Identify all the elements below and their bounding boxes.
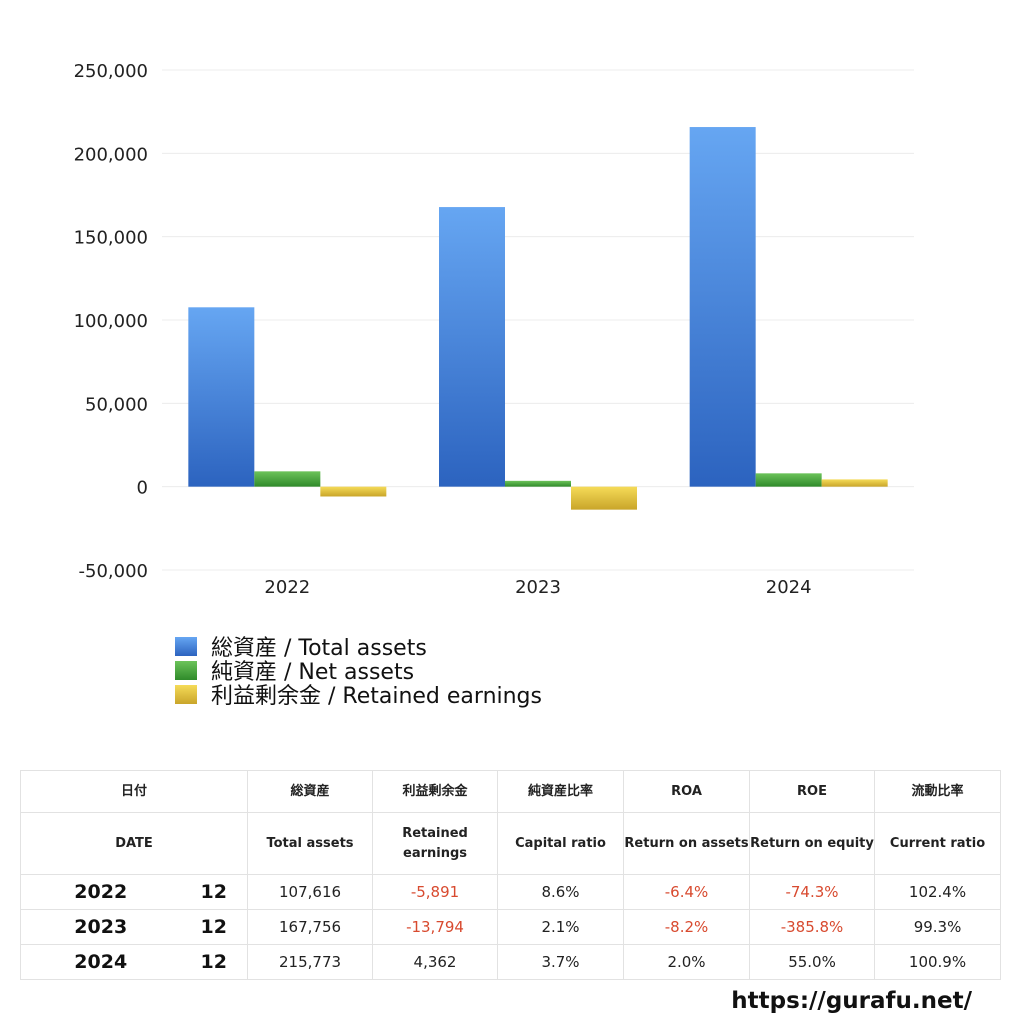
header-retained-earnings-ja: 利益剰余金: [372, 770, 499, 813]
bar-total-assets-2024: [689, 127, 756, 487]
legend: 総資産 / Total assets 純資産 / Net assets 利益剰余…: [175, 634, 542, 709]
y-tick-label: -50,000: [79, 561, 148, 582]
cell-month: 12: [180, 909, 249, 945]
legend-label: 総資産 / Total assets: [211, 636, 427, 661]
bar-retained-earnings-2024: [821, 479, 888, 487]
y-axis: 250,000 200,000 150,000 100,000 50,000 0 -50,0…: [74, 61, 148, 582]
cell-retained-earnings: -13,794: [372, 909, 499, 945]
legend-swatch-retained-earnings: [175, 684, 197, 704]
bar-total-assets-2023: [439, 207, 505, 487]
header-capital-ratio-ja: 純資産比率: [497, 770, 625, 813]
grid-lines: [162, 69, 914, 571]
cell-roa: 2.0%: [623, 944, 751, 980]
bar-chart: 250,000 200,000 150,000 100,000 50,000 0 -50,0…: [74, 61, 914, 598]
cell-roe: 55.0%: [749, 944, 876, 980]
table-header-row-ja: 日付 総資産 利益剰余金 純資産比率 ROA ROE 流動比率: [19, 770, 1002, 813]
cell-month: 12: [180, 874, 249, 910]
table-row: 2024 12 215,773 4,362 3.7% 2.0% 55.0% 10…: [20, 944, 1002, 980]
header-current-ratio-ja: 流動比率: [874, 770, 1002, 813]
financial-table: 日付 総資産 利益剰余金 純資産比率 ROA ROE 流動比率 DATE Tot…: [19, 770, 1002, 980]
table-row: 2022 12 107,616 -5,891 8.6% -6.4% -74.3%…: [20, 874, 1002, 910]
header-roe-en: Return on equity: [749, 812, 876, 875]
table-row: 2023 12 167,756 -13,794 2.1% -8.2% -385.…: [20, 909, 1002, 945]
cell-capital-ratio: 3.7%: [497, 944, 625, 980]
legend-swatch-net-assets: [175, 660, 197, 680]
cell-roa: -8.2%: [623, 909, 751, 945]
header-date-en: DATE: [19, 812, 249, 875]
cell-current-ratio: 100.9%: [874, 944, 1002, 980]
bar-net-assets-2023: [505, 480, 571, 487]
cell-month: 12: [180, 944, 249, 980]
header-roa-en: Return on assets: [623, 812, 751, 875]
header-retained-earnings-en: Retained earnings: [372, 812, 499, 875]
cell-roe: -74.3%: [749, 874, 876, 910]
bar-retained-earnings-2023: [571, 486, 637, 510]
header-total-assets-en: Total assets: [247, 812, 374, 875]
legend-swatch-total-assets: [175, 636, 197, 656]
y-tick-label: 0: [137, 478, 148, 499]
y-tick-label: 100,000: [74, 311, 148, 332]
cell-year: 2023: [20, 909, 181, 945]
x-tick-label: 2022: [264, 577, 310, 598]
cell-capital-ratio: 2.1%: [497, 909, 625, 945]
cell-year: 2022: [20, 874, 181, 910]
bar-retained-earnings-2022: [320, 486, 387, 497]
y-tick-label: 250,000: [74, 61, 148, 82]
cell-year: 2024: [20, 944, 181, 980]
cell-current-ratio: 99.3%: [874, 909, 1002, 945]
x-tick-label: 2023: [515, 577, 561, 598]
y-tick-label: 50,000: [85, 394, 148, 415]
table-header-row-en: DATE Total assets Retained earnings Capi…: [19, 812, 1002, 875]
cell-total-assets: 107,616: [247, 874, 374, 910]
cell-total-assets: 215,773: [247, 944, 374, 980]
site-url: https://gurafu.net/: [731, 988, 972, 1014]
cell-current-ratio: 102.4%: [874, 874, 1002, 910]
cell-roe: -385.8%: [749, 909, 876, 945]
cell-total-assets: 167,756: [247, 909, 374, 945]
header-roa-ja: ROA: [623, 770, 751, 813]
legend-label: 利益剰余金 / Retained earnings: [211, 684, 542, 709]
y-tick-label: 200,000: [74, 144, 148, 165]
bar-net-assets-2022: [254, 471, 321, 487]
header-roe-ja: ROE: [749, 770, 876, 813]
header-capital-ratio-en: Capital ratio: [497, 812, 625, 875]
header-date-ja: 日付: [19, 770, 249, 813]
bar-total-assets-2022: [188, 307, 255, 487]
x-axis: 2022 2023 2024: [264, 577, 811, 598]
legend-label: 純資産 / Net assets: [211, 660, 415, 685]
legend-item-total-assets: 総資産 / Total assets: [175, 634, 542, 661]
legend-item-retained-earnings: 利益剰余金 / Retained earnings: [175, 682, 542, 709]
bar-net-assets-2024: [755, 473, 822, 487]
header-current-ratio-en: Current ratio: [874, 812, 1002, 875]
legend-item-net-assets: 純資産 / Net assets: [175, 658, 542, 685]
x-tick-label: 2024: [766, 577, 812, 598]
cell-retained-earnings: -5,891: [372, 874, 499, 910]
cell-roa: -6.4%: [623, 874, 751, 910]
header-total-assets-ja: 総資産: [247, 770, 374, 813]
y-tick-label: 150,000: [74, 228, 148, 249]
bars: [188, 127, 888, 510]
cell-capital-ratio: 8.6%: [497, 874, 625, 910]
cell-retained-earnings: 4,362: [372, 944, 499, 980]
